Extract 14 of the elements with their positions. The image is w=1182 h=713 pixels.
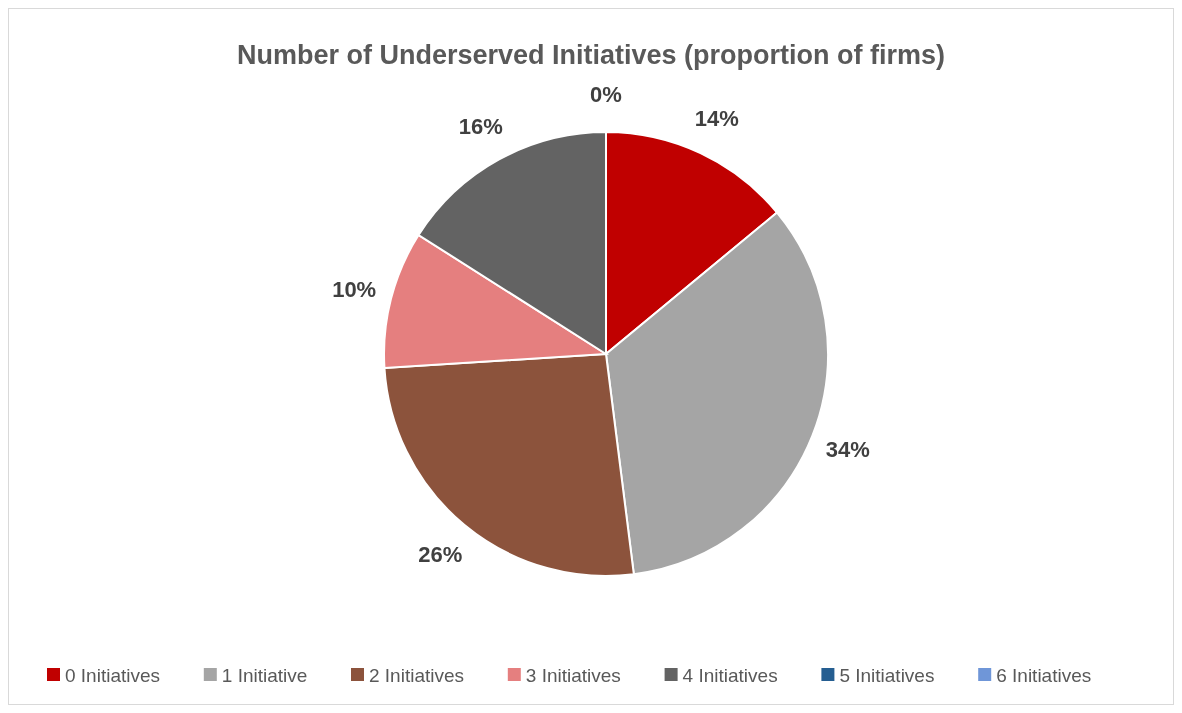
legend-label: 1 Initiative	[221, 664, 308, 686]
legend-label: 6 Initiatives	[996, 664, 1092, 686]
legend-label: 3 Initiatives	[525, 664, 621, 686]
legend-label: 0 Initiatives	[65, 664, 161, 686]
text: 0%	[590, 81, 622, 107]
legend-label: 2 Initiatives	[369, 664, 465, 686]
chart-title: Number of Underserved Initiatives (proportion of firms)	[236, 40, 946, 70]
data-label: 26%	[418, 542, 463, 568]
legend-label: 4 Initiatives	[682, 664, 778, 686]
data-label: 14%	[694, 106, 739, 132]
data-label: 16%	[458, 113, 503, 139]
data-label: 10%	[332, 277, 377, 303]
data-label: 34%	[825, 437, 870, 463]
legend-label: 5 Initiatives	[839, 664, 935, 686]
